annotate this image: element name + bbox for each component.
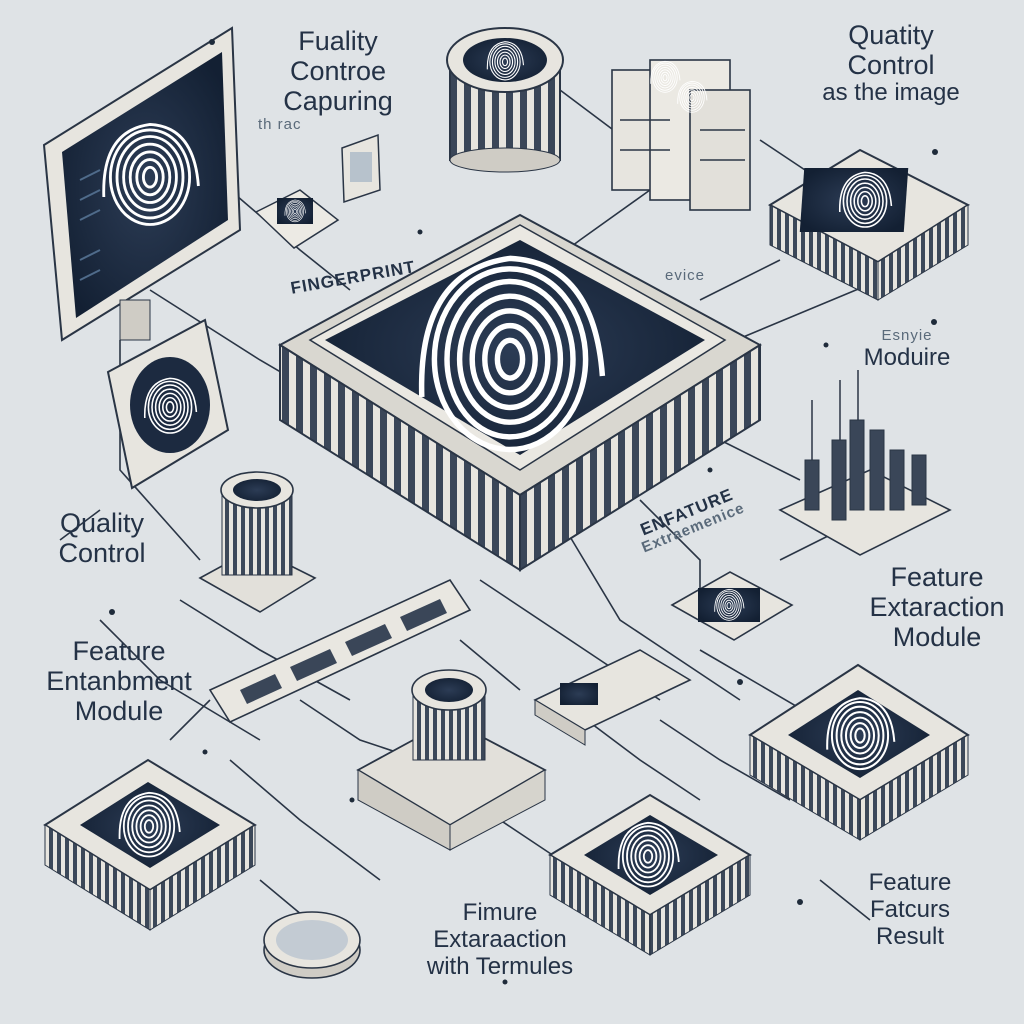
chip-enhancement — [43, 758, 257, 931]
label-fuality-control: Fuality Controe Capuring th rac — [248, 26, 428, 134]
small-sensor — [254, 189, 340, 249]
label-line: Controe — [289, 56, 387, 87]
label-feature-enhancement-module: Feature Entanbment Module — [14, 636, 224, 727]
label-line: Quatity — [848, 20, 934, 50]
label-line: Moduire — [863, 343, 951, 371]
label-line: with Termules — [426, 952, 574, 980]
label-line: Feature — [868, 869, 952, 896]
label-line: Control — [58, 538, 146, 569]
label-fimure-extraction: Fimure Extaraaction with Termules — [380, 899, 620, 981]
cylinder-scanner-left — [198, 471, 317, 613]
label-line: Fimure — [462, 899, 538, 926]
label-line: Fuality — [298, 26, 378, 56]
label-line: Extaraction — [869, 592, 1005, 623]
label-line: Control — [847, 50, 935, 81]
hub-connector — [533, 649, 692, 746]
label-line: Result — [875, 922, 945, 950]
label-line: Fatcurs — [869, 895, 950, 923]
connector-lines — [59, 89, 901, 931]
chip-feature-result — [748, 663, 970, 841]
label-quatity-control: Quatity Control as the image — [786, 20, 996, 107]
label-line: Module — [74, 696, 164, 727]
label-line: Capuring — [283, 86, 393, 117]
monitor-display — [42, 26, 242, 342]
fingerprint-strip — [208, 578, 472, 724]
label-line: as the image — [822, 79, 960, 107]
chip-quality-control — [767, 148, 971, 301]
label-line: evice — [664, 267, 706, 284]
label-quality-control-left: Quality Control — [22, 508, 182, 568]
cylinder-scanner-top — [446, 27, 564, 173]
cylinder-scanner-center — [356, 669, 547, 851]
side-scanner-cube — [106, 318, 230, 490]
block-cluster — [611, 59, 751, 211]
chip-extraction — [548, 793, 752, 956]
central-fingerprint-processor — [278, 213, 762, 572]
label-line: Entanbment — [46, 666, 192, 697]
label-line: Module — [892, 622, 982, 653]
label-line: th rac — [258, 115, 302, 133]
label-feature-result: Feature Fatcurs Result — [830, 869, 990, 951]
label-line: Extaraaction — [433, 925, 567, 953]
label-module-right: Esnyie Moduire — [832, 327, 982, 372]
label-line: Quality — [59, 508, 145, 538]
label-device: evice — [640, 267, 730, 285]
label-feature-extraction-module: Feature Extaraction Module — [850, 562, 1024, 653]
sensor-module-right — [670, 571, 794, 641]
round-lens — [263, 911, 361, 979]
label-line: Esnyie — [881, 327, 933, 344]
label-line: Feature — [890, 562, 984, 592]
decorative-dots — [109, 39, 938, 985]
bar-chart-module — [778, 370, 952, 556]
label-line: Feature — [72, 636, 166, 666]
tablet-device — [341, 133, 381, 204]
